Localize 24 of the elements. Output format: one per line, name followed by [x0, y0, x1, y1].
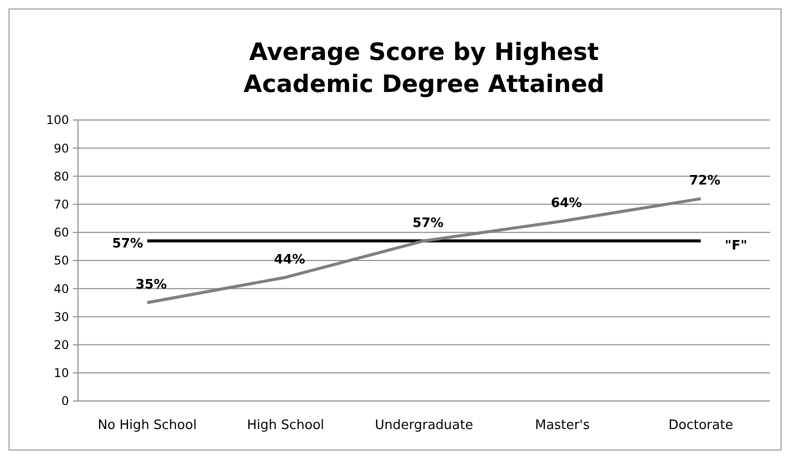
data-label: 44%	[274, 252, 306, 268]
x-tick-label: Doctorate	[668, 418, 734, 433]
y-tick-label: 70	[54, 198, 69, 212]
y-tick-label: 60	[54, 226, 69, 240]
y-tick-label: 10	[54, 366, 69, 380]
y-tick-label: 80	[54, 169, 69, 184]
y-tick-label: 0	[61, 394, 69, 408]
y-tick-label: 30	[54, 310, 69, 324]
data-label: 57%	[412, 216, 444, 231]
data-label: 35%	[136, 278, 167, 293]
data-label: 72%	[689, 174, 720, 189]
annotation: 57%	[112, 236, 144, 252]
x-tick-label: Master's	[535, 418, 590, 433]
y-tick-label: 40	[54, 282, 69, 296]
x-tick-label: Undergraduate	[374, 418, 474, 433]
x-tick-label: High School	[247, 418, 324, 433]
y-tick-label: 20	[54, 338, 69, 352]
y-tick-label: 90	[54, 141, 69, 156]
x-tick-label: No High School	[98, 418, 197, 433]
ref-line-label: "F"	[724, 238, 748, 254]
y-tick-label: 100	[46, 113, 69, 128]
data-label: 64%	[550, 196, 582, 212]
chart-title: Average Score by Highest Academic Degree Attained	[244, 38, 604, 98]
y-tick-label: 50	[54, 254, 69, 268]
